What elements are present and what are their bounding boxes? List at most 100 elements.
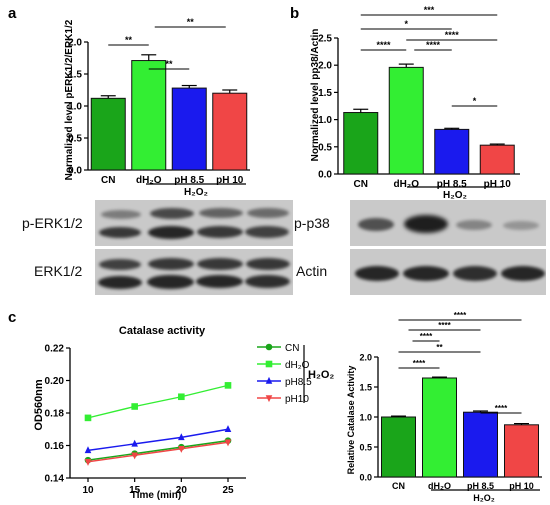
- blot-a-erk: [95, 249, 293, 295]
- chart-c-bar-sig-label: **: [436, 343, 443, 352]
- legend-entry-label: dH₂O: [285, 360, 310, 371]
- chart-c-line-point: [131, 403, 138, 410]
- chart-b-sig-label: ****: [445, 30, 460, 40]
- chart-a-ytick-label: 0.0: [68, 166, 82, 177]
- chart-a-h2o2-label: H₂O₂: [184, 187, 208, 198]
- chart-c-bar-sig-label: ****: [413, 359, 426, 368]
- blot-band: [456, 220, 492, 230]
- blot-band: [99, 227, 141, 238]
- chart-b-category-label: dH₂O: [393, 179, 419, 190]
- chart-c-line-series: [87, 441, 229, 463]
- chart-c-bar-sig-label: ****: [495, 404, 508, 413]
- chart-c-bar-h2o2-label: H₂O₂: [473, 493, 495, 503]
- blot-band: [197, 258, 243, 270]
- chart-b-bar: [434, 128, 470, 175]
- chart-b-category-label: CN: [354, 179, 368, 190]
- blot-band: [148, 258, 194, 270]
- chart-b-ytick-label: 2.5: [318, 34, 332, 45]
- chart-b-bar: [343, 112, 379, 175]
- chart-c-bar-sig-label: ****: [454, 311, 467, 320]
- chart-c-line-point: [224, 439, 232, 447]
- chart-c-line-point: [84, 446, 92, 454]
- chart-c-line-xtick-label: 25: [222, 485, 234, 496]
- panel-letter-c: c: [8, 309, 16, 326]
- legend-marker: [265, 395, 273, 403]
- chart-c-bar-bar: [422, 377, 457, 478]
- chart-c-line-point: [178, 445, 185, 453]
- chart-c-line-series: [87, 428, 229, 452]
- chart-b-category-label: pH 8.5: [437, 179, 467, 190]
- blot-label-erk: ERK1/2: [34, 263, 83, 279]
- chart-c-bar-bar: [463, 411, 498, 478]
- blot-band: [358, 218, 394, 231]
- chart-c-bar-sig-label: ****: [420, 332, 433, 341]
- chart-a-sig-label: **: [165, 59, 173, 69]
- chart-b-sig-label: ****: [376, 40, 391, 50]
- legend-marker: [265, 343, 273, 351]
- blot-b-pp38: [350, 200, 546, 246]
- chart-c-line-point: [178, 433, 185, 441]
- blot-band: [501, 266, 545, 281]
- chart-c-line-point: [84, 414, 92, 422]
- blot-band: [246, 258, 290, 270]
- blot-label-perk: p-ERK1/2: [22, 215, 83, 231]
- chart-b-h2o2-label: H₂O₂: [443, 190, 467, 201]
- blot-a-perk: [95, 200, 293, 246]
- blot-label-actin: Actin: [296, 263, 328, 279]
- chart-b-sig-label: ****: [426, 40, 441, 50]
- legend-marker: [265, 360, 273, 368]
- chart-c-line-ylabel: OD560nm: [33, 379, 45, 431]
- blot-band: [355, 266, 399, 281]
- chart-b-sig-label: *: [404, 19, 408, 29]
- chart-c-bar-ytick-label: 1.5: [359, 383, 372, 393]
- panel-letter-a: a: [8, 5, 17, 22]
- legend-entry-label: pH10: [285, 394, 309, 405]
- chart-c-line-series: [87, 439, 229, 461]
- chart-c-bar-ytick-label: 0.0: [359, 473, 372, 483]
- chart-c-line-ytick-label: 0.16: [45, 441, 65, 452]
- chart-c-bar-category-label: pH 10: [509, 481, 534, 491]
- blot-band: [197, 226, 243, 238]
- legend-h2o2-label: H₂O₂: [308, 369, 334, 381]
- blot-band: [503, 221, 539, 230]
- chart-layer: 0.00.51.01.52.0CN dH₂O pH 8.5 pH 10******0.…: [45, 5, 542, 496]
- chart-a-bar: [212, 92, 248, 171]
- blot-band: [453, 266, 497, 281]
- chart-a-category-label: CN: [101, 175, 115, 186]
- panel-letter-b: b: [290, 5, 299, 22]
- blot-band: [148, 226, 194, 239]
- chart-c-line-point: [131, 452, 138, 460]
- blot-band: [150, 208, 194, 219]
- chart-a-sig-label: **: [187, 17, 195, 27]
- chart-a-sig-label: **: [125, 35, 133, 45]
- chart-c-line-point: [84, 458, 92, 466]
- chart-c-bar-category-label: CN: [392, 481, 405, 491]
- blot-band: [101, 210, 141, 219]
- chart-c-line-ytick-label: 0.18: [45, 409, 65, 420]
- chart-c-bar-sig-label: ****: [438, 321, 451, 330]
- chart-c-line-point: [224, 382, 232, 389]
- legend-marker: [265, 376, 273, 384]
- chart-c-line-xtick-label: 20: [176, 485, 188, 496]
- chart-c-line-title: Catalase activity: [119, 325, 206, 337]
- chart-b-ytick-label: 0.5: [318, 142, 332, 153]
- legend-entry-label: pH8.5: [285, 377, 312, 388]
- chart-a-bar: [131, 60, 167, 171]
- chart-c-line-xlabel: Time (min): [131, 490, 181, 501]
- chart-b-ytick-label: 1.0: [318, 115, 332, 126]
- chart-c-line-ytick-label: 0.22: [45, 344, 65, 355]
- chart-b-sig-label: *: [473, 96, 477, 106]
- blot-band: [99, 259, 141, 270]
- chart-b-ylabel: Normalized level pp38/Actin: [310, 29, 321, 162]
- chart-a-ytick-label: 0.5: [68, 134, 82, 145]
- chart-a-ylabel: Normalized level pERK1/2/ERK1/2: [64, 19, 75, 180]
- chart-a-ytick-label: 1.5: [68, 70, 82, 81]
- chart-a-category-label: pH 8.5: [174, 175, 204, 186]
- blot-band: [98, 276, 142, 289]
- legend-entry-label: CN: [285, 343, 299, 354]
- blot-band: [245, 226, 289, 238]
- chart-a-bar: [171, 87, 207, 171]
- chart-a-category-label: dH₂O: [136, 175, 162, 186]
- chart-c-line-ytick-label: 0.14: [45, 474, 65, 485]
